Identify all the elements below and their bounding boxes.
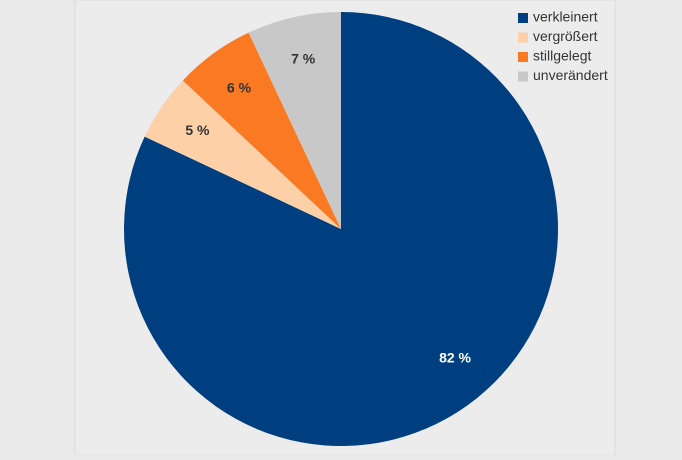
data-label: 82 % — [439, 349, 471, 365]
pie-slice — [144, 80, 341, 229]
legend-label: verkleinert — [533, 9, 598, 25]
data-label: 5 % — [185, 122, 210, 138]
pie-slice — [248, 12, 341, 229]
legend-label: vergrößert — [533, 28, 598, 44]
legend-swatch — [518, 13, 528, 23]
legend-swatch — [518, 52, 528, 62]
legend-label: unverändert — [533, 67, 608, 83]
data-label: 7 % — [291, 50, 316, 66]
legend-swatch — [518, 32, 528, 43]
data-label: 6 % — [227, 79, 252, 95]
pie-slice — [182, 32, 341, 230]
legend-swatch — [518, 71, 528, 82]
legend-label: stillgelegt — [533, 48, 591, 64]
